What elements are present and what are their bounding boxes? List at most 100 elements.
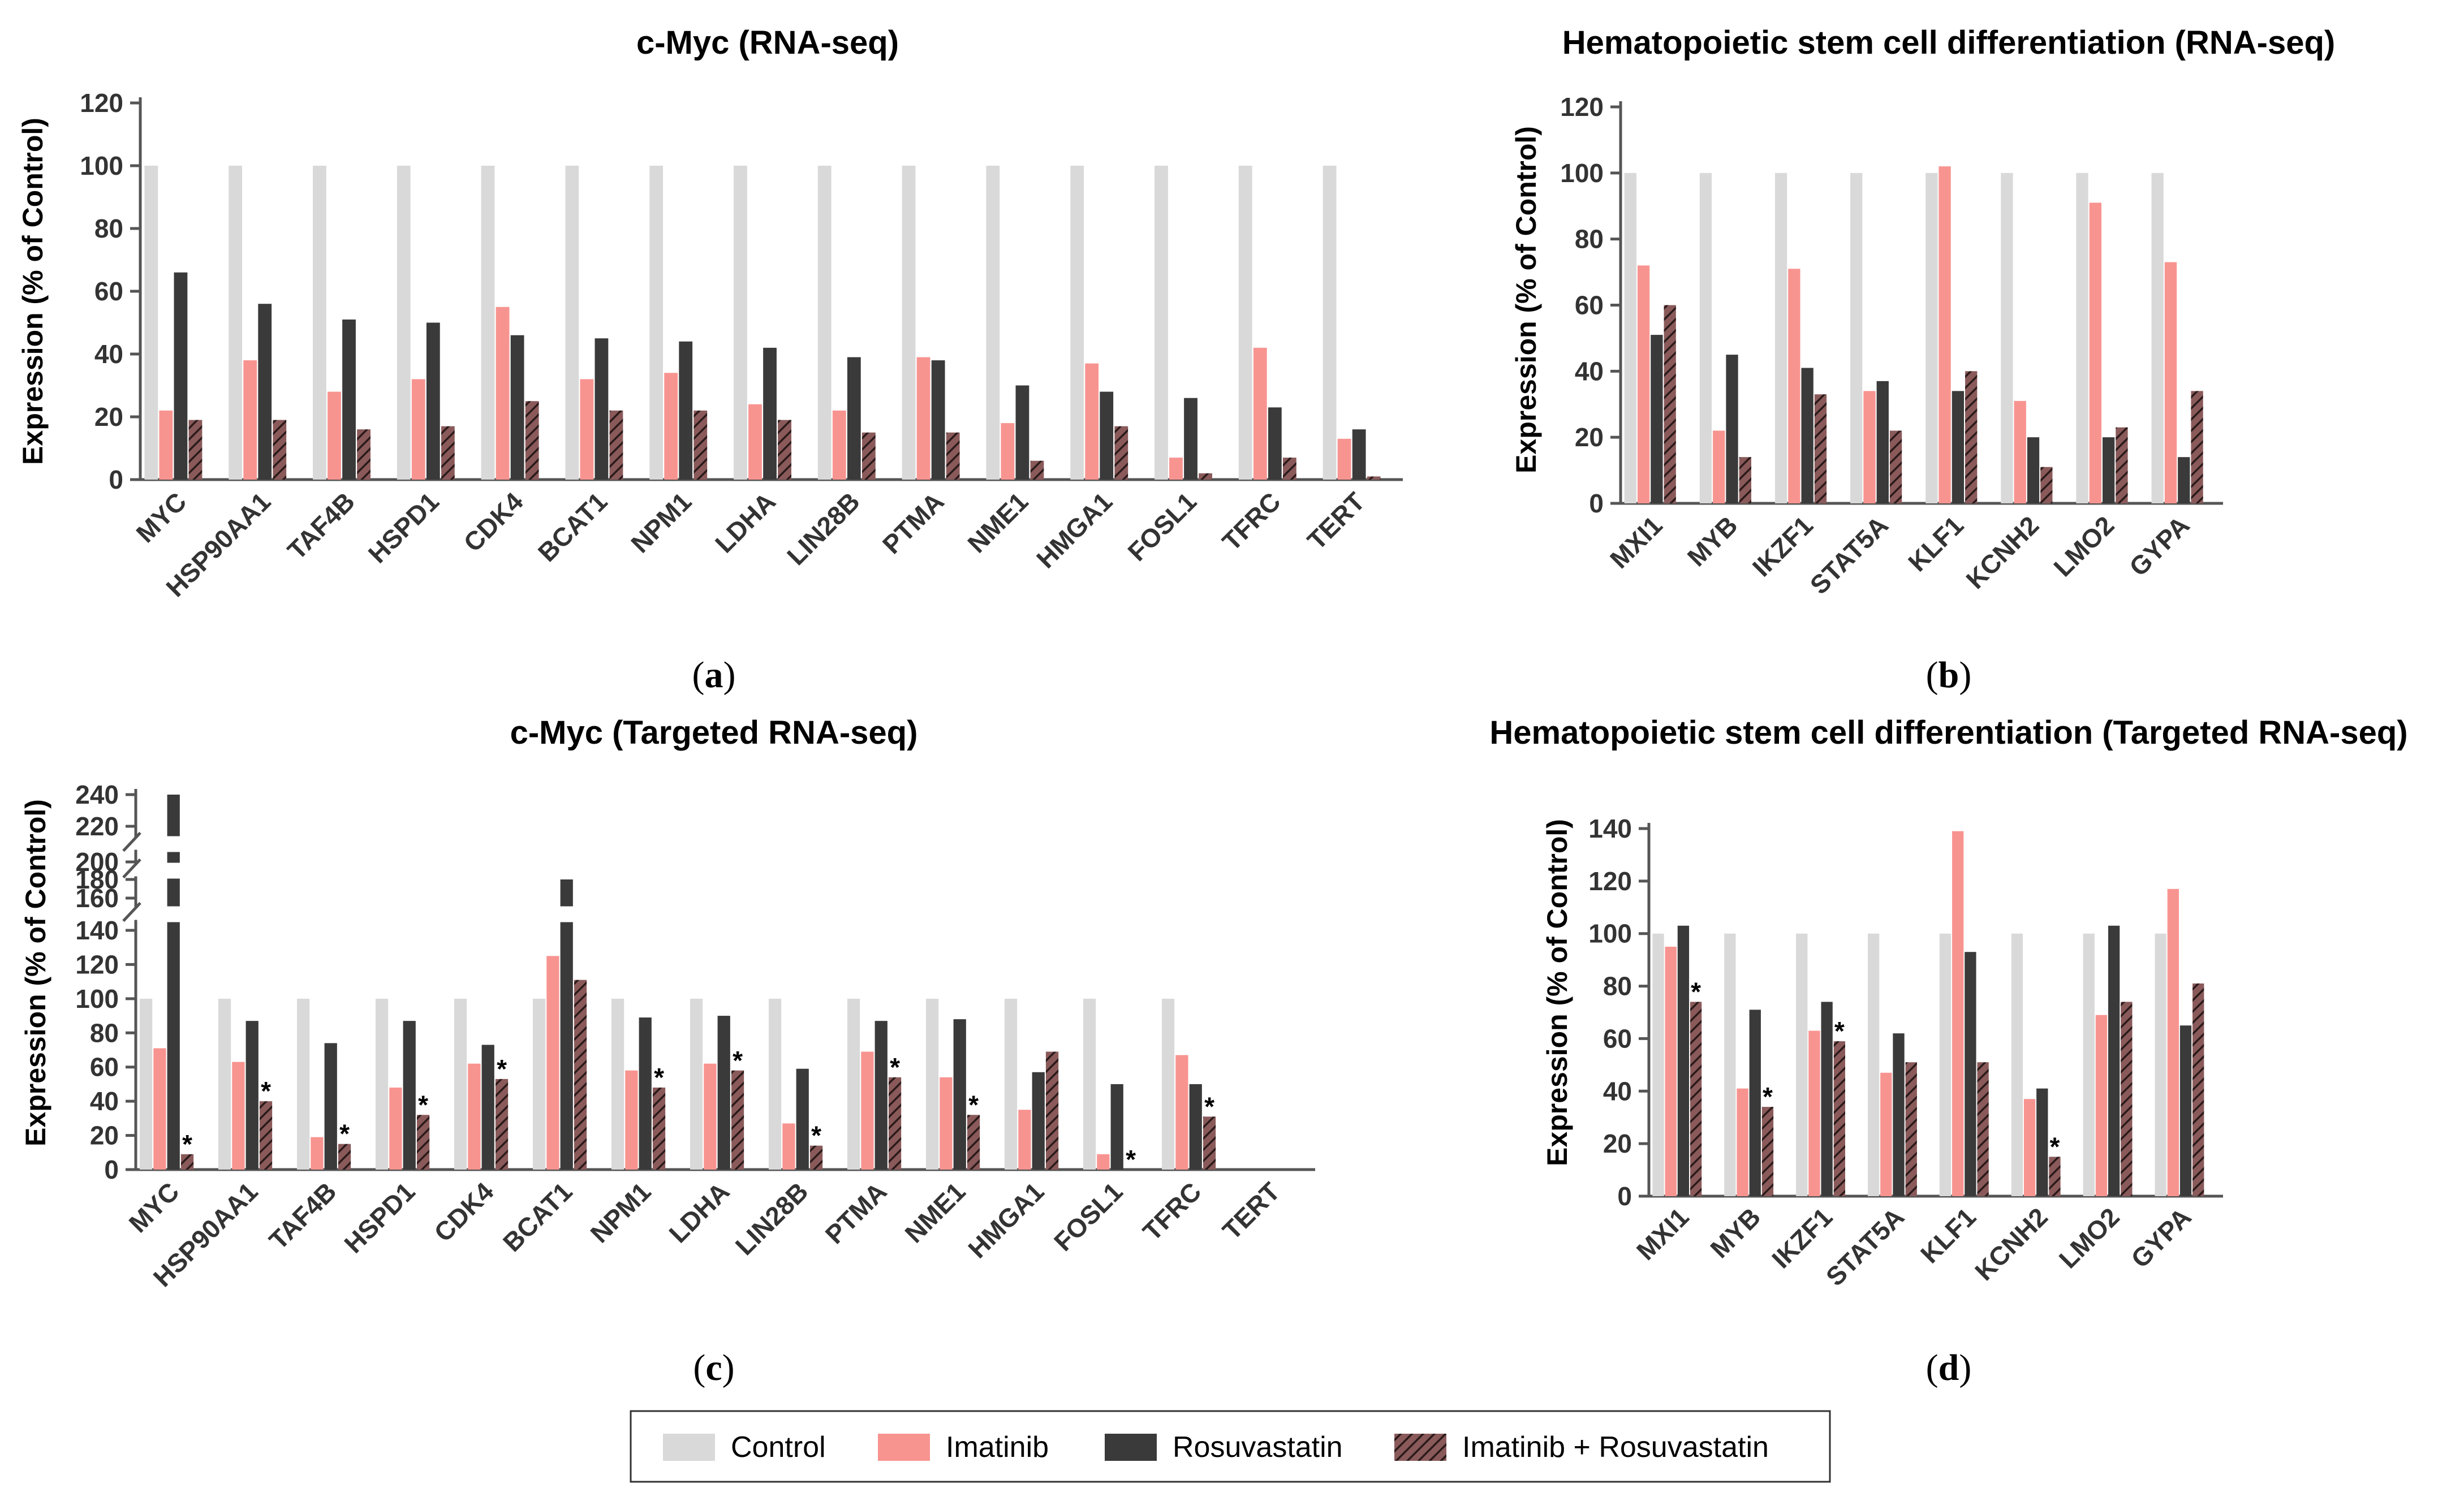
bar-imatinib-kcnh2 <box>2014 400 2026 503</box>
bar-control-myb <box>1699 172 1712 503</box>
bar-rosuvastatin-npm1 <box>639 1017 652 1170</box>
bar-imatinib-ldha <box>748 404 762 480</box>
chart-b-title: Hematopoietic stem cell differentiation … <box>1562 24 2335 61</box>
bar-imatinib-lin28b <box>782 1123 795 1170</box>
bar-rosuvastatin-bcat1 <box>560 879 573 1170</box>
chart-a-title: c-Myc (RNA-seq) <box>636 24 899 61</box>
bar-imatinib-lin28b <box>832 410 846 480</box>
bar-rosuvastatin-lmo2 <box>2103 437 2115 503</box>
bar-control-kcnh2 <box>2001 172 2013 503</box>
x-tick-label-ptma: PTMA <box>820 1176 893 1249</box>
bar-imatinib-ikzf1 <box>1788 269 1800 503</box>
x-tick-label-lin28b: LIN28B <box>730 1176 814 1261</box>
y-tick-label: 0 <box>1589 489 1604 518</box>
significance-star-hspd1: * <box>418 1090 428 1119</box>
bar-control-tfrc <box>1161 998 1175 1170</box>
bar-imatinib-ptma <box>916 357 931 480</box>
bar-rosuvastatin-gypa <box>2178 457 2190 503</box>
bar-control-taf4b <box>296 998 310 1170</box>
panel-label-c: (c) <box>693 1347 734 1388</box>
x-tick-label-kcnh2: KCNH2 <box>1969 1202 2053 1286</box>
x-tick-label-gypa: GYPA <box>2125 1202 2197 1274</box>
y-tick-label: 40 <box>1575 356 1604 386</box>
significance-star-myc: * <box>182 1129 192 1159</box>
bar-rosuvastatin-bcat1 <box>595 338 609 480</box>
legend-label-control: Control <box>731 1431 826 1464</box>
bar-control-mxi1 <box>1652 933 1664 1196</box>
bar-control-taf4b <box>313 166 326 480</box>
chart-c-title: c-Myc (Targeted RNA-seq) <box>510 714 918 751</box>
bar-rosuvastatin-klf1 <box>1952 391 1965 503</box>
bar-rosuvastatin-kcnh2 <box>2027 437 2040 503</box>
bar-imatinib-rosuvastatin-gypa <box>2192 983 2204 1196</box>
bar-control-myc <box>144 166 158 480</box>
bar-rosuvastatin-lin28b <box>796 1068 809 1170</box>
bar-rosuvastatin-tert <box>1352 429 1366 480</box>
bar-rosuvastatin-hsp90aa1 <box>258 304 272 480</box>
bar-imatinib-rosuvastatin-bcat1 <box>609 410 623 480</box>
bar-control-npm1 <box>611 998 624 1170</box>
bar-control-stat5a <box>1867 933 1880 1196</box>
x-tick-label-fosl1: FOSL1 <box>1122 486 1202 567</box>
significance-star-lin28b: * <box>811 1121 821 1150</box>
bar-imatinib-rosuvastatin-hspd1 <box>416 1115 430 1170</box>
bar-imatinib-hsp90aa1 <box>232 1062 245 1170</box>
bar-imatinib-rosuvastatin-lmo2 <box>2116 427 2128 503</box>
bar-imatinib-rosuvastatin-cdk4 <box>495 1079 509 1170</box>
x-tick-label-hspd1: HSPD1 <box>338 1176 420 1258</box>
bar-rosuvastatin-ldha <box>763 347 777 480</box>
bar-rosuvastatin-fosl1 <box>1110 1084 1123 1170</box>
bar-control-hmga1 <box>1004 998 1018 1170</box>
bar-control-lin28b <box>817 166 832 480</box>
y-tick-label: 120 <box>80 88 123 118</box>
bar-imatinib-tfrc <box>1253 347 1267 480</box>
bar-imatinib-nme1 <box>940 1077 953 1170</box>
y-tick-label: 100 <box>1560 158 1604 188</box>
bar-imatinib-rosuvastatin-lin28b <box>861 432 876 480</box>
bar-control-cdk4 <box>454 998 467 1170</box>
bar-imatinib-bcat1 <box>580 379 594 480</box>
bar-imatinib-tert <box>1337 438 1351 480</box>
significance-star-kcnh2: * <box>2050 1132 2060 1161</box>
x-tick-label-taf4b: TAF4B <box>282 486 360 565</box>
bar-control-myc <box>139 998 153 1170</box>
legend-label-imatinib: Imatinib <box>946 1431 1049 1464</box>
bar-control-mxi1 <box>1624 172 1636 503</box>
bar-imatinib-hspd1 <box>411 379 425 480</box>
y-tick-label: 20 <box>90 1121 119 1150</box>
bar-control-gypa <box>2155 933 2166 1196</box>
significance-star-taf4b: * <box>339 1119 350 1149</box>
significance-star-nme1: * <box>968 1090 979 1119</box>
x-tick-label-tfrc: TFRC <box>1137 1176 1207 1246</box>
bar-imatinib-hmga1 <box>1018 1110 1031 1170</box>
bar-rosuvastatin-ikzf1 <box>1801 368 1813 503</box>
bar-imatinib-rosuvastatin-mxi1 <box>1664 305 1676 503</box>
y-tick-label: 0 <box>109 465 123 494</box>
bar-imatinib-rosuvastatin-tfrc <box>1203 1116 1216 1170</box>
significance-star-npm1: * <box>654 1063 664 1092</box>
bar-control-bcat1 <box>532 998 546 1170</box>
axis-break-mark <box>122 858 141 879</box>
x-tick-label-ikzf1: IKZF1 <box>1747 510 1819 582</box>
y-tick-label: 120 <box>1560 92 1604 122</box>
bar-imatinib-rosuvastatin-hmga1 <box>1114 426 1128 480</box>
x-tick-label-myb: MYB <box>1704 1202 1766 1263</box>
x-tick-label-bcat1: BCAT1 <box>532 486 613 567</box>
bar-rosuvastatin-gypa <box>2179 1025 2192 1196</box>
x-tick-label-mxi1: MXI1 <box>1631 1202 1695 1266</box>
y-tick-label: 80 <box>1575 225 1604 254</box>
bar-imatinib-myc <box>159 410 173 480</box>
bar-imatinib-rosuvastatin-taf4b <box>338 1144 351 1170</box>
x-tick-label-fosl1: FOSL1 <box>1048 1176 1128 1257</box>
bar-imatinib-ikzf1 <box>1808 1030 1820 1196</box>
bar-imatinib-myb <box>1713 430 1725 503</box>
axis-break-gap <box>123 838 148 850</box>
y-tick-label: 140 <box>75 916 119 945</box>
bar-imatinib-rosuvastatin-ikzf1 <box>1814 394 1827 503</box>
legend-label-combination: Imatinib + Rosuvastatin <box>1462 1431 1769 1464</box>
bar-imatinib-rosuvastatin-npm1 <box>693 410 708 480</box>
bar-rosuvastatin-taf4b <box>342 319 356 480</box>
x-tick-label-nme1: NME1 <box>899 1176 971 1248</box>
y-tick-label: 60 <box>90 1053 119 1082</box>
